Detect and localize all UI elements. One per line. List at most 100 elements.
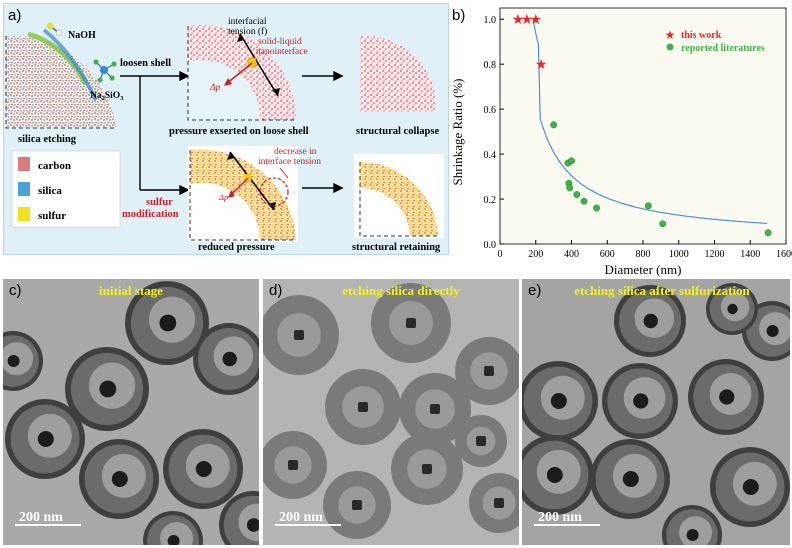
this-work-point: ★ <box>521 13 534 28</box>
hollow-particle <box>371 283 451 363</box>
x-tick-label: 800 <box>636 249 651 260</box>
hollow-particle <box>522 361 598 441</box>
reported-point <box>580 197 588 205</box>
hollow-particle <box>688 359 764 435</box>
hollow-particle <box>706 283 758 335</box>
y-tick-label: 0.6 <box>484 105 497 116</box>
y-axis-label: Shrinkage Ratio (%) <box>450 79 465 186</box>
legend-sulfur: sulfur <box>38 210 66 222</box>
hollow-particle <box>469 473 519 533</box>
process-arrows <box>120 70 344 196</box>
step-sulfur-line2: modification <box>122 209 179 220</box>
legend-silica-swatch <box>18 182 30 196</box>
annot-solid-liquid: solid-liquid <box>258 37 302 47</box>
hollow-particle <box>602 363 678 439</box>
hollow-particle <box>143 511 203 545</box>
caption-pressure-loose: pressure exserted on loose shell <box>169 126 309 137</box>
panel-e-title: etching silica after sulfurization <box>574 283 750 298</box>
annot-tension: tension (f) <box>228 26 267 37</box>
reported-point <box>764 229 772 237</box>
shrinkage-chart-svg: b) Shrinkage Ratio (%) Diameter (nm) 0 20… <box>450 7 792 277</box>
annot-delta-p-2: Δp <box>218 192 228 202</box>
legend-sulfur-swatch <box>18 207 30 221</box>
reported-point <box>659 220 667 228</box>
hollow-particle <box>65 347 149 431</box>
hollow-particle <box>455 415 507 467</box>
x-tick-label: 600 <box>600 249 615 260</box>
panel-a-label: a) <box>8 7 21 24</box>
hollow-particle <box>125 281 209 365</box>
legend-carbon-swatch <box>18 157 30 171</box>
panel-b-label: b) <box>452 7 465 24</box>
hollow-particle <box>263 431 327 499</box>
caption-retaining: structural retaining <box>352 242 441 253</box>
hollow-particle <box>455 337 519 405</box>
silica-etching-shell <box>5 28 116 129</box>
scale-text-d: 200 nm <box>279 510 323 525</box>
hollow-particle <box>590 439 670 519</box>
tem-c-svg: c) initial stage 200 nm <box>3 279 259 545</box>
legend-silica: silica <box>38 185 62 197</box>
legend-carbon: carbon <box>38 160 71 172</box>
this-work-point: ★ <box>529 13 542 28</box>
y-tick-label: 0.0 <box>484 240 497 251</box>
panel-e-label: e) <box>528 282 541 299</box>
na2sio3-molecule-icon <box>93 59 117 83</box>
annot-interfacial: interfacial <box>228 16 267 27</box>
fit-curve <box>532 19 768 224</box>
hollow-particle <box>219 491 259 545</box>
x-tick-label: 1400 <box>740 249 760 260</box>
hollow-particle <box>193 323 259 395</box>
legend-marker-circle <box>666 43 674 51</box>
x-tick-label: 200 <box>528 249 543 260</box>
reported-point <box>593 204 600 212</box>
hollow-particle <box>323 471 391 539</box>
reported-point <box>568 157 575 165</box>
panel-a-schematic: a) NaOH Na2SiO3 silica etching loosen sh… <box>3 3 449 255</box>
this-work-point: ★ <box>535 58 548 73</box>
particle-group-d <box>263 283 519 539</box>
reported-point <box>566 184 574 192</box>
tem-e-svg: e) etching silica after sulfurization 20… <box>522 279 790 545</box>
hollow-particle <box>263 295 339 375</box>
reported-point <box>573 191 581 199</box>
hollow-particle <box>5 399 85 479</box>
x-axis-label: Diameter (nm) <box>605 262 682 277</box>
reagent-naoh: NaOH <box>68 30 96 41</box>
chart-legend: ★ this work reported literatures <box>665 28 765 54</box>
particle-group-e <box>522 283 790 545</box>
sulfur-shell-diagram <box>188 146 298 242</box>
y-tick-label: 0.4 <box>484 150 497 161</box>
this-work-point: ★ <box>512 13 525 28</box>
panel-c-title: initial stage <box>99 283 163 298</box>
collapse-diagram <box>360 36 436 112</box>
hollow-particle <box>391 433 463 505</box>
panel-c-tem: c) initial stage 200 nm <box>3 279 259 545</box>
legend-this-work: this work <box>681 30 722 41</box>
hollow-particle <box>163 429 243 509</box>
annot-nanointerface: nanointerface <box>256 46 308 57</box>
x-tick-label: 400 <box>564 249 579 260</box>
caption-silica-etching: silica etching <box>18 134 77 145</box>
panel-c-label: c) <box>9 282 22 299</box>
x-tick-label: 1000 <box>669 249 689 260</box>
hollow-particle <box>522 435 594 515</box>
legend: carbon silica sulfur <box>11 150 121 228</box>
legend-reported: reported literatures <box>681 43 765 54</box>
caption-collapse: structural collapse <box>356 126 439 137</box>
panel-d-label: d) <box>269 282 282 299</box>
y-tick-label: 0.8 <box>484 60 497 71</box>
x-tick-label: 0 <box>498 249 503 260</box>
tem-d-svg: d) etching silica directly 200 nm <box>263 279 519 545</box>
hollow-particle <box>614 285 686 357</box>
panel-d-title: etching silica directly <box>342 283 460 298</box>
hollow-particle <box>3 331 43 391</box>
step-loosen-shell: loosen shell <box>120 58 171 69</box>
hollow-particle <box>325 369 401 445</box>
scale-text-c: 200 nm <box>19 510 63 525</box>
y-tick-label: 0.2 <box>484 195 497 206</box>
reported-point <box>644 202 652 210</box>
annot-delta-p: Δp <box>209 83 221 93</box>
